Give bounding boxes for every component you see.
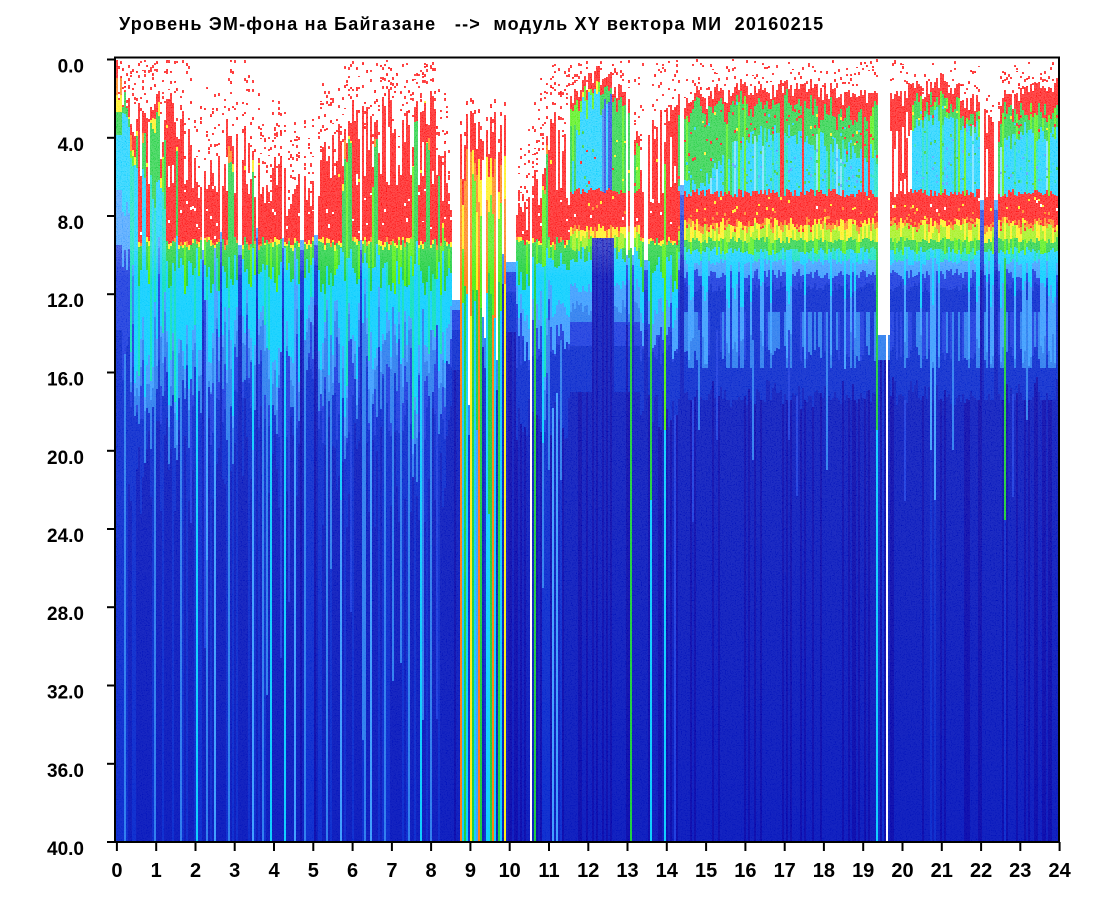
svg-text:7: 7 — [386, 860, 397, 882]
svg-text:13: 13 — [616, 860, 638, 882]
svg-text:3: 3 — [229, 860, 240, 882]
svg-text:21: 21 — [931, 860, 953, 882]
svg-text:40.0: 40.0 — [47, 839, 84, 860]
svg-text:24: 24 — [1048, 860, 1071, 882]
svg-text:24.0: 24.0 — [47, 526, 84, 547]
svg-text:16.0: 16.0 — [47, 370, 84, 391]
svg-text:32.0: 32.0 — [47, 683, 84, 704]
svg-text:15: 15 — [695, 860, 717, 882]
svg-text:14: 14 — [656, 860, 679, 882]
svg-text:12.0: 12.0 — [47, 291, 84, 312]
svg-text:9: 9 — [465, 860, 476, 882]
svg-text:4: 4 — [268, 860, 280, 882]
svg-text:6: 6 — [347, 860, 358, 882]
svg-text:10: 10 — [499, 860, 521, 882]
svg-text:11: 11 — [538, 860, 559, 882]
svg-text:18: 18 — [813, 860, 835, 882]
svg-text:16: 16 — [734, 860, 756, 882]
svg-text:4.0: 4.0 — [58, 135, 84, 156]
svg-text:0: 0 — [111, 860, 122, 882]
svg-text:5: 5 — [308, 860, 319, 882]
svg-text:19: 19 — [852, 860, 874, 882]
svg-text:1: 1 — [151, 860, 162, 882]
svg-text:12: 12 — [577, 860, 599, 882]
svg-text:8: 8 — [426, 860, 437, 882]
svg-text:23: 23 — [1009, 860, 1031, 882]
svg-text:36.0: 36.0 — [47, 761, 84, 782]
svg-text:Уровень ЭМ-фона на Байгазане: Уровень ЭМ-фона на Байгазане --> модуль … — [119, 14, 824, 34]
svg-text:8.0: 8.0 — [58, 213, 84, 234]
svg-text:2: 2 — [190, 860, 201, 882]
svg-text:17: 17 — [774, 860, 796, 882]
svg-text:28.0: 28.0 — [47, 604, 84, 625]
svg-text:20.0: 20.0 — [47, 448, 84, 469]
svg-text:22: 22 — [970, 860, 992, 882]
svg-text:20: 20 — [891, 860, 913, 882]
svg-text:0.0: 0.0 — [58, 57, 84, 78]
